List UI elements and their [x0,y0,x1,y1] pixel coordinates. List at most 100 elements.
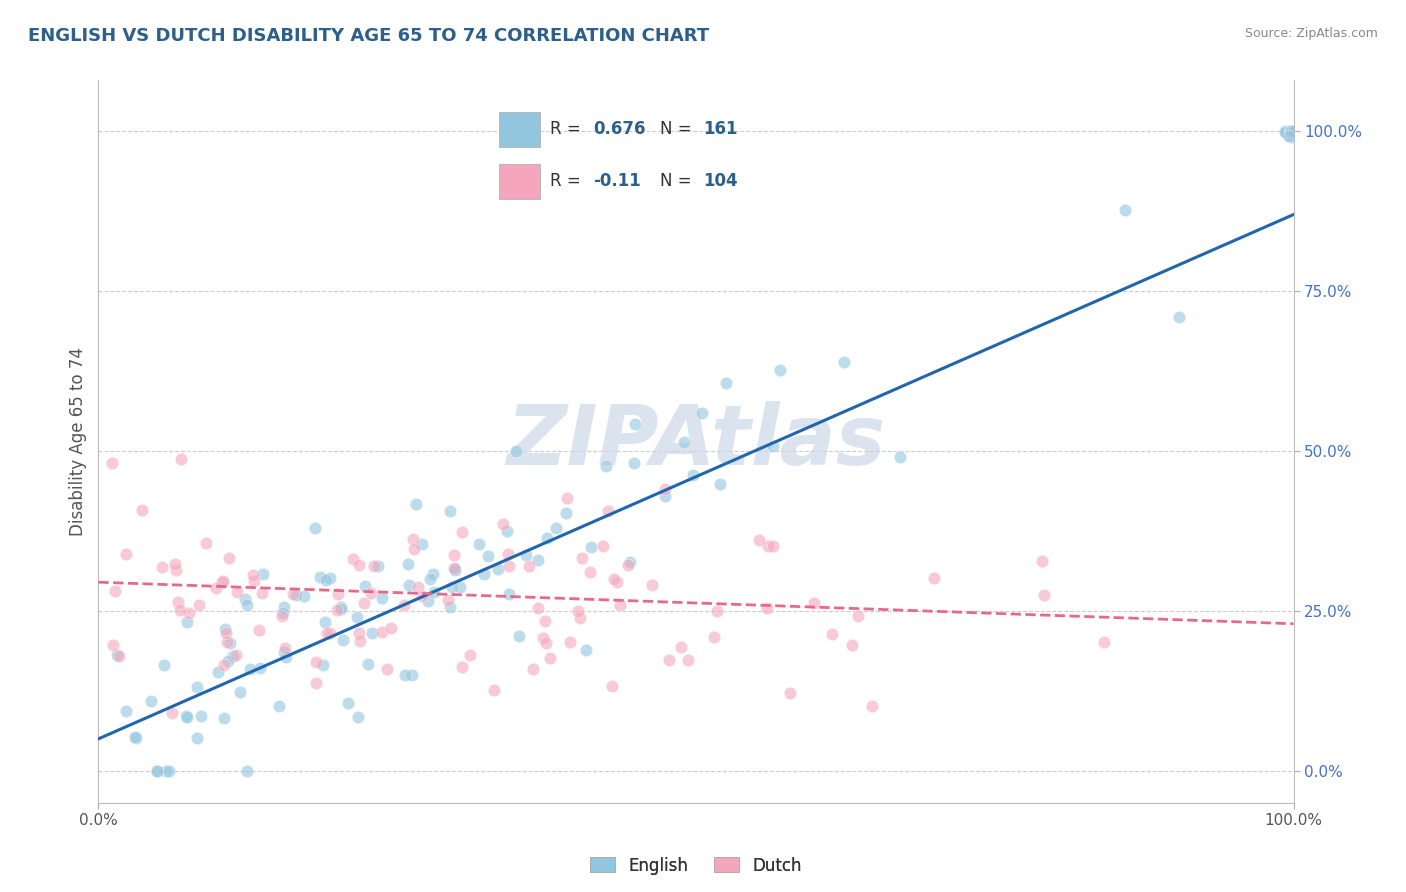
Point [1282,124,1305,138]
Point [558,634,581,648]
Point [1281,128,1303,142]
Point [821,627,844,641]
Point [212,574,235,588]
Point [527,553,550,567]
Point [396,557,419,571]
Point [406,581,429,595]
Point [1278,128,1301,143]
Point [349,633,371,648]
Point [1282,125,1305,139]
Point [477,549,499,563]
Point [1279,124,1302,138]
Point [555,506,578,520]
Point [832,355,855,369]
Point [440,580,463,594]
Point [1282,125,1305,139]
Point [1282,124,1305,138]
Point [1282,124,1305,138]
Point [619,555,641,569]
Point [330,602,353,616]
Point [709,476,731,491]
Point [139,694,162,708]
Point [1281,124,1303,138]
Point [247,623,270,637]
Legend: English, Dutch: English, Dutch [583,850,808,881]
Point [249,661,271,675]
Point [1282,124,1305,138]
Point [273,600,295,615]
Point [1281,124,1303,138]
Point [641,578,664,592]
Point [1281,129,1303,144]
Point [495,524,517,538]
Point [1278,126,1301,140]
Point [672,434,695,449]
Point [314,615,336,630]
Point [124,730,146,744]
Point [486,562,509,576]
Point [281,587,304,601]
Point [546,521,568,535]
Point [423,585,446,599]
Point [617,558,640,572]
Point [472,567,495,582]
Text: ENGLISH VS DUTCH DISABILITY AGE 65 TO 74 CORRELATION CHART: ENGLISH VS DUTCH DISABILITY AGE 65 TO 74… [28,27,709,45]
Point [443,563,465,577]
Point [217,635,239,649]
Point [274,649,297,664]
Point [332,632,354,647]
Point [402,532,425,546]
Point [271,606,294,620]
Point [380,621,402,635]
Point [367,558,389,573]
Point [401,668,423,682]
Point [557,491,579,505]
Point [1092,634,1115,648]
Point [312,658,335,673]
Point [654,482,676,496]
Point [758,539,780,553]
Point [190,709,212,723]
Point [1282,126,1305,140]
Point [104,584,127,599]
Point [1274,124,1296,138]
Point [214,710,236,724]
Point [416,594,439,608]
Point [271,609,294,624]
Point [531,631,554,645]
Point [1282,124,1305,138]
Point [1282,124,1305,138]
Point [1114,202,1136,217]
Point [658,652,681,666]
Point [204,582,226,596]
Point [609,598,631,612]
Point [330,600,353,615]
Point [305,676,328,690]
Text: ZIPAtlas: ZIPAtlas [506,401,886,482]
Point [748,533,770,548]
Point [596,504,619,518]
Point [235,764,257,778]
Point [922,571,945,585]
Point [269,698,291,713]
Point [422,566,444,581]
Point [439,504,461,518]
Point [225,648,247,662]
Point [451,660,474,674]
Point [169,603,191,617]
Point [714,376,737,391]
Point [581,540,603,554]
Point [451,524,474,539]
Point [1282,124,1305,138]
Point [1278,128,1301,142]
Point [1279,125,1302,139]
Point [1282,127,1305,141]
Point [284,588,307,602]
Point [217,654,239,668]
Point [606,575,628,590]
Point [394,667,416,681]
Point [165,564,187,578]
Point [538,651,561,665]
Point [211,574,233,589]
Point [443,562,465,576]
